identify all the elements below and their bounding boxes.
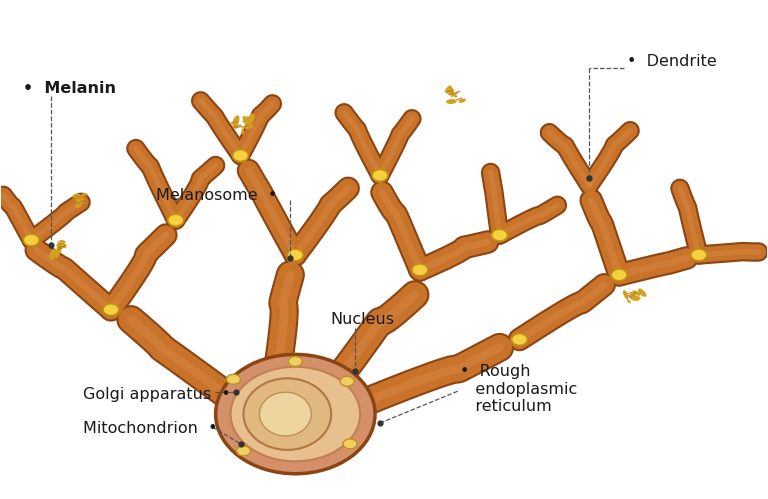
Ellipse shape [49,250,57,259]
Text: Nucleus: Nucleus [330,312,394,327]
Ellipse shape [74,197,83,204]
Ellipse shape [691,249,707,261]
Ellipse shape [235,122,237,128]
Ellipse shape [216,354,375,474]
Ellipse shape [450,90,454,97]
Ellipse shape [288,356,303,366]
Ellipse shape [260,392,311,436]
Ellipse shape [343,439,357,449]
Ellipse shape [458,99,466,103]
Ellipse shape [233,150,249,162]
Ellipse shape [167,214,184,226]
Ellipse shape [227,374,240,384]
Text: Golgi apparatus  •: Golgi apparatus • [83,387,231,402]
Ellipse shape [632,296,641,300]
Text: •  Dendrite: • Dendrite [627,53,717,68]
Ellipse shape [287,249,303,261]
Ellipse shape [245,116,250,129]
Ellipse shape [50,250,55,260]
Ellipse shape [611,269,627,281]
Text: •  Rough
   endoplasmic
   reticulum: • Rough endoplasmic reticulum [460,364,577,414]
Ellipse shape [237,379,317,424]
Ellipse shape [633,290,641,296]
Ellipse shape [53,249,58,258]
Ellipse shape [639,288,644,295]
Ellipse shape [237,446,250,456]
Ellipse shape [638,289,647,297]
Ellipse shape [232,115,240,128]
Ellipse shape [76,194,80,199]
Ellipse shape [412,264,428,276]
Ellipse shape [243,116,248,124]
Ellipse shape [247,113,255,126]
Ellipse shape [623,290,628,299]
Ellipse shape [372,170,388,181]
Ellipse shape [340,376,354,386]
Ellipse shape [79,198,85,201]
Ellipse shape [57,243,62,254]
Ellipse shape [80,193,87,198]
Ellipse shape [455,92,458,95]
Ellipse shape [58,241,61,247]
Ellipse shape [230,367,360,461]
Ellipse shape [62,242,66,249]
Ellipse shape [59,240,65,243]
Ellipse shape [445,85,452,93]
Ellipse shape [103,304,119,316]
Ellipse shape [243,119,246,123]
Ellipse shape [245,124,253,129]
Ellipse shape [243,378,331,450]
Ellipse shape [74,205,81,208]
Ellipse shape [78,204,79,208]
Ellipse shape [72,194,80,198]
Ellipse shape [449,86,454,96]
Ellipse shape [54,252,60,258]
Ellipse shape [23,234,39,246]
Ellipse shape [627,299,631,303]
Ellipse shape [446,99,457,104]
Text: Melanosome  •: Melanosome • [156,188,277,203]
Ellipse shape [76,194,80,200]
Text: •  Melanin: • Melanin [23,81,116,96]
Ellipse shape [452,93,457,98]
Ellipse shape [634,291,637,296]
Ellipse shape [445,89,453,94]
Text: Mitochondrion  •: Mitochondrion • [83,422,217,437]
Ellipse shape [241,128,244,135]
Ellipse shape [630,295,640,301]
Ellipse shape [492,229,508,241]
Ellipse shape [511,333,528,345]
